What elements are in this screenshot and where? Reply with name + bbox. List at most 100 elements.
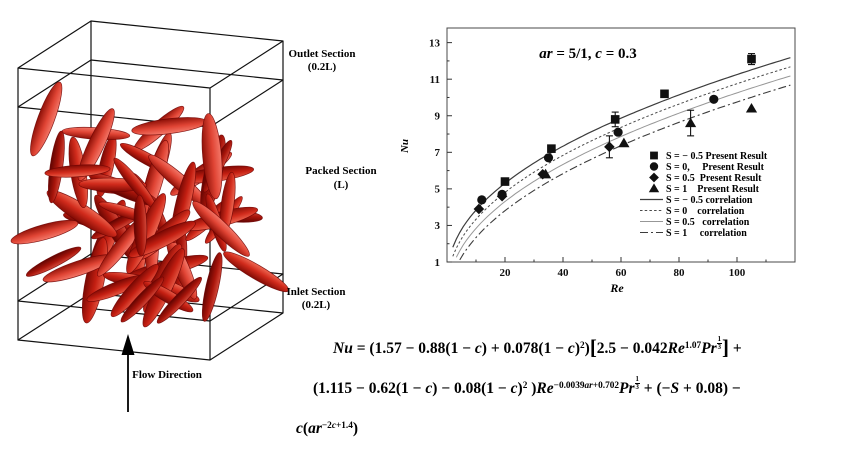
- data-point: [745, 102, 758, 113]
- data-point: [648, 183, 660, 193]
- outlet-section-label: Outlet Section: [289, 48, 356, 60]
- equation-token: c: [331, 420, 336, 431]
- legend-entry: S = 0.5 Present Result: [649, 172, 762, 184]
- equation-token: −2: [321, 420, 332, 431]
- equation-line: Nu = (1.57 − 0.88(1 − c) + 0.078(1 − c)2…: [290, 330, 862, 370]
- equation-token: 2: [522, 380, 528, 391]
- y-tick-label: 9: [435, 111, 441, 123]
- equation-token: Pr: [619, 380, 635, 397]
- equation-token: = (1.57 − 0.88(1 −: [352, 340, 475, 357]
- data-point: [709, 94, 719, 104]
- particle: [25, 246, 82, 277]
- series-triangle: [540, 102, 758, 179]
- curve-thin: [455, 75, 791, 258]
- outlet-divider-line: [17, 59, 284, 128]
- equation-token: c: [567, 340, 575, 357]
- equation-token: ar: [308, 420, 322, 437]
- particle: [77, 108, 115, 181]
- curve-dotted: [452, 66, 791, 257]
- legend-label: S = 0, Present Result: [666, 162, 765, 173]
- particles: [10, 81, 290, 328]
- outlet-section-size: (0.2L): [308, 61, 337, 73]
- particle: [156, 276, 202, 324]
- equation-token: (1.115 − 0.62(1 −: [313, 380, 426, 397]
- particle: [223, 251, 290, 293]
- data-point: [747, 54, 756, 64]
- legend-entry: S = − 0.5 correlation: [640, 195, 753, 206]
- data-point: [685, 117, 697, 128]
- y-tick-label: 1: [435, 257, 441, 269]
- equation-token: Re: [667, 340, 685, 357]
- flow-arrow-head: [121, 334, 135, 355]
- equation-token: ]: [722, 335, 729, 360]
- particle: [192, 200, 250, 257]
- equation-line: c(ar−2c+1.4): [290, 410, 862, 450]
- data-point: [500, 177, 510, 186]
- equation-token: + 0.08) −: [679, 380, 741, 397]
- legend-entry: S = 0.5 correlation: [640, 217, 750, 228]
- flow-arrow: [121, 334, 135, 412]
- data-point: [604, 141, 615, 153]
- equation-token: +: [729, 340, 742, 357]
- flow-direction-label: Flow Direction: [132, 369, 202, 381]
- legend-label: S = 0 correlation: [666, 206, 745, 217]
- legend-entry: S = 0, Present Result: [649, 162, 765, 173]
- inlet-section-size: (0.2L): [302, 299, 331, 311]
- legend-label: S = 1 correlation: [666, 228, 747, 239]
- legend-label: S = − 0.5 Present Result: [666, 151, 768, 162]
- data-point: [660, 89, 669, 99]
- equation-token: 1.07: [684, 340, 702, 351]
- equation-token: 2.5 − 0.042: [596, 340, 668, 357]
- particle: [46, 189, 118, 238]
- data-point: [618, 137, 630, 148]
- data-point: [540, 168, 552, 179]
- legend-entry: S = 0 correlation: [640, 206, 745, 217]
- equation-token: S: [670, 380, 680, 397]
- equation-token: ): [574, 340, 580, 357]
- legend-label: S = − 0.5 correlation: [666, 195, 753, 206]
- equation-token: ) − 0.08(1 −: [432, 380, 511, 397]
- data-point: [649, 172, 659, 183]
- equation-token: −0.0039: [553, 380, 585, 391]
- equation-token: c: [425, 380, 433, 397]
- data-point: [496, 190, 508, 202]
- correlation-equation: Nu = (1.57 − 0.88(1 − c) + 0.078(1 − c)2…: [290, 330, 862, 450]
- y-tick-label: 5: [435, 184, 441, 196]
- packed-section-label: Packed Section: [305, 165, 376, 177]
- equation-token: ): [584, 340, 590, 357]
- axis-ticks: [447, 42, 767, 263]
- legend-entry: S = 1 Present Result: [648, 183, 760, 195]
- data-point: [613, 127, 623, 137]
- data-point: [650, 151, 658, 160]
- particle: [30, 81, 63, 157]
- equation-token: +0.702: [592, 380, 620, 391]
- x-tick-label: 20: [500, 267, 512, 279]
- series-square: [500, 53, 756, 186]
- x-tick-label: 100: [729, 267, 746, 279]
- equation-token: Re: [536, 380, 554, 397]
- equation-token: Nu: [333, 340, 353, 357]
- equation-token: ): [517, 380, 523, 397]
- data-point: [477, 195, 487, 205]
- legend-entry: S = 1 correlation: [640, 228, 747, 239]
- equation-token: ) + 0.078(1 −: [481, 340, 568, 357]
- particle: [201, 252, 223, 322]
- equation-token: c: [510, 380, 518, 397]
- legend-label: S = 0.5 correlation: [666, 217, 750, 228]
- x-axis-label: Re: [609, 281, 624, 295]
- y-tick-label: 13: [429, 37, 441, 49]
- legend-label: S = 0.5 Present Result: [666, 173, 762, 184]
- equation-token: ar: [584, 380, 593, 391]
- data-point: [649, 162, 659, 171]
- legend-entry: S = − 0.5 Present Result: [650, 151, 768, 162]
- chart-title: ar = 5/1, c = 0.3: [539, 46, 637, 62]
- x-tick-label: 40: [558, 267, 570, 279]
- y-tick-label: 3: [435, 220, 441, 232]
- y-axis-label: Nu: [399, 139, 411, 154]
- curve-dashdot: [459, 84, 791, 261]
- data-point: [610, 115, 620, 124]
